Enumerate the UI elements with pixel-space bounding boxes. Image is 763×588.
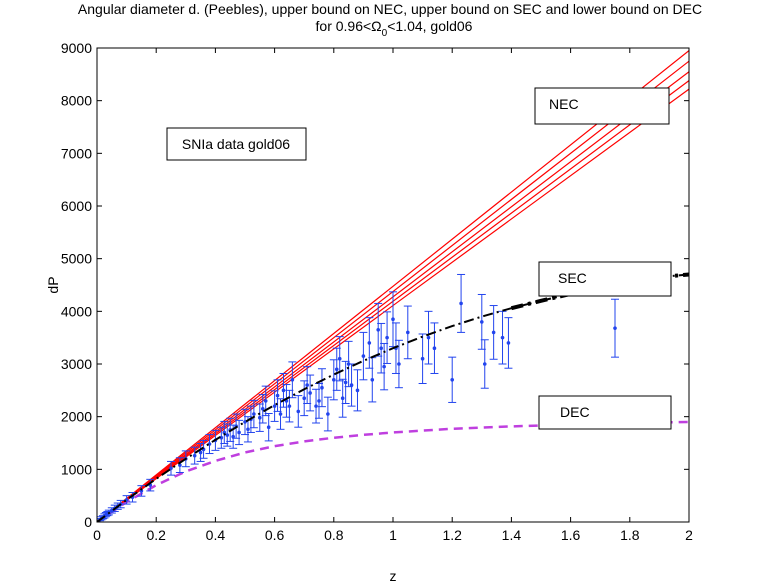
- y-tick-label: 5000: [61, 251, 92, 267]
- y-tick-label: 3000: [61, 356, 92, 372]
- y-tick-label: 1000: [61, 461, 92, 477]
- sec-line: [97, 273, 689, 522]
- data-point: [480, 339, 489, 389]
- data-point: [249, 399, 258, 429]
- data-point: [341, 360, 350, 404]
- data-point: [317, 368, 326, 408]
- data-point: [199, 439, 208, 459]
- x-tick-label: 0.4: [206, 527, 226, 543]
- chart-title: Angular diameter d. (Peebles), upper bou…: [78, 1, 702, 17]
- y-tick-label: 2000: [61, 409, 92, 425]
- data-point: [258, 394, 267, 424]
- x-tick-label: 0: [93, 527, 101, 543]
- y-tick-label: 9000: [61, 40, 92, 56]
- data-point: [611, 298, 619, 358]
- subtitle-prefix: for 0.96<Ω: [316, 18, 382, 34]
- data-point: [137, 485, 146, 497]
- data-point: [418, 333, 427, 384]
- data-label: SNIa data gold06: [182, 136, 290, 152]
- data-point: [377, 322, 386, 374]
- y-tick-label: 4000: [61, 303, 92, 319]
- sec-label: SEC: [558, 270, 587, 286]
- data-point: [241, 408, 249, 436]
- data-point: [128, 492, 137, 503]
- x-tick-label: 0.6: [265, 527, 285, 543]
- data-point: [285, 389, 294, 423]
- y-axis-label: dP: [45, 276, 61, 293]
- data-point: [498, 310, 507, 365]
- x-tick-label: 0.8: [324, 527, 344, 543]
- nec-label: NEC: [549, 96, 579, 112]
- x-tick-label: 0.2: [146, 527, 166, 543]
- data-point: [457, 273, 466, 333]
- data-point: [353, 369, 362, 412]
- data-point: [347, 363, 356, 407]
- data-point: [167, 460, 175, 476]
- data-point: [338, 378, 347, 418]
- data-point: [504, 317, 513, 369]
- data-point: [365, 317, 374, 369]
- data-point: [306, 374, 315, 412]
- y-tick-label: 8000: [61, 93, 92, 109]
- plot-series: [97, 50, 689, 522]
- sec-label-box: [538, 261, 672, 297]
- data-point: [448, 356, 457, 403]
- data-point: [264, 413, 273, 442]
- y-tick-label: 6000: [61, 198, 92, 214]
- chart-subtitle: for 0.96<Ω0<1.04, gold06: [316, 18, 473, 39]
- data-point: [312, 388, 321, 424]
- subtitle-subscript: 0: [382, 28, 388, 39]
- data-point: [273, 379, 282, 412]
- dec-label: DEC: [560, 404, 590, 420]
- y-tick-label: 7000: [61, 145, 92, 161]
- nec-line-1: [97, 50, 689, 522]
- data-point: [359, 331, 368, 381]
- data-point: [294, 395, 303, 428]
- x-tick-label: 1.8: [620, 527, 640, 543]
- data-point: [329, 359, 338, 401]
- y-tick-label: 0: [84, 514, 92, 530]
- x-axis-label: z: [390, 568, 397, 584]
- data-point: [300, 380, 309, 417]
- x-tick-label: 2: [685, 527, 693, 543]
- data-point: [489, 305, 498, 360]
- data-point: [303, 366, 312, 404]
- data-point: [383, 311, 392, 364]
- dec-label-box: [538, 395, 672, 430]
- data-point: [323, 396, 332, 432]
- x-tick-label: 1.4: [502, 527, 522, 543]
- x-tick-label: 1: [389, 527, 397, 543]
- data-label-box: [166, 127, 307, 161]
- subtitle-suffix: <1.04, gold06: [387, 18, 472, 34]
- x-tick-label: 1.2: [442, 527, 462, 543]
- x-tick-label: 1.6: [561, 527, 581, 543]
- data-point: [394, 339, 403, 389]
- data-point: [335, 336, 344, 382]
- nec-label-box: [534, 87, 670, 125]
- data-point: [235, 419, 244, 446]
- data-point: [424, 310, 433, 365]
- data-point: [190, 446, 199, 465]
- axis-ticks: 0 0.2 0.4 0.6 0.8 1 1.2 1.4 1.6 1.8 2 0 1000 2000 3000…: [61, 40, 693, 543]
- data-point: [403, 305, 412, 360]
- data-point: [205, 434, 214, 455]
